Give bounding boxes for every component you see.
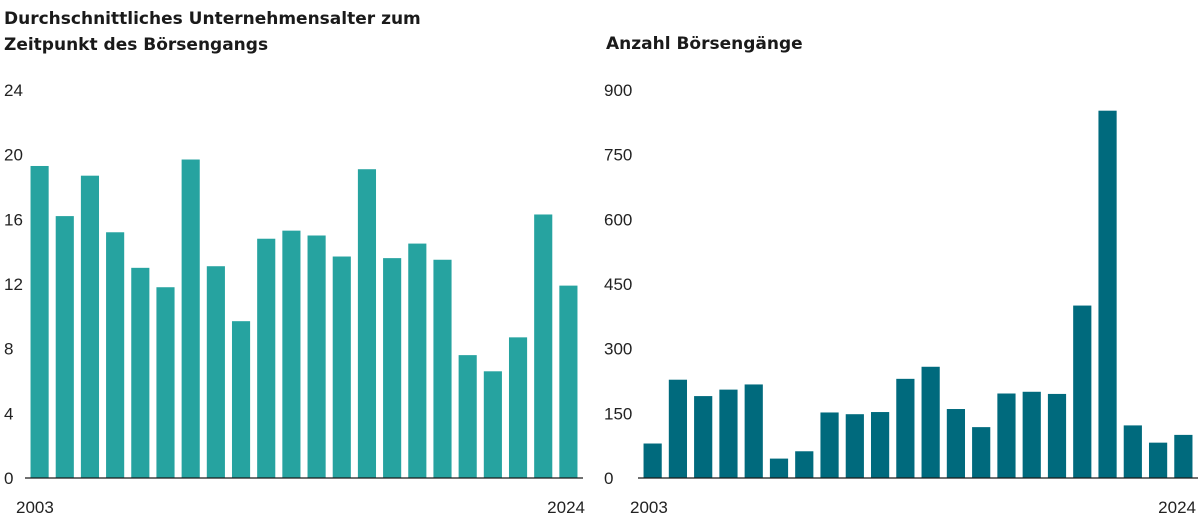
- age-y-tick-label: 0: [4, 469, 13, 488]
- chart-left-title: Durchschnittliches Unternehmensalter zum…: [4, 6, 421, 58]
- age-bar: [231, 321, 251, 478]
- ipo-y-tick-label: 900: [604, 81, 632, 100]
- ipo-bar: [1047, 393, 1067, 478]
- age-y-tick-label: 16: [4, 210, 23, 229]
- age-bar: [307, 235, 326, 478]
- age-bar: [483, 371, 502, 478]
- chart-right-title: Anzahl Börsengänge: [606, 34, 803, 54]
- age-bar: [55, 216, 74, 478]
- age-bar: [106, 232, 125, 478]
- age-bar: [282, 230, 301, 478]
- age-bar: [332, 256, 351, 478]
- ipo-bar: [1148, 442, 1168, 478]
- age-y-tick-label: 4: [4, 404, 13, 423]
- ipo-y-tick-label: 750: [604, 146, 632, 165]
- ipo-bar: [769, 458, 789, 478]
- age-y-tick-label: 8: [4, 340, 13, 359]
- ipo-bar: [668, 379, 688, 478]
- age-bar: [433, 259, 452, 478]
- ipo-y-tick-label: 0: [604, 469, 613, 488]
- ipo-bar: [870, 412, 890, 478]
- chart-right-ipo-count: 0 150 300 450 600 750 900 2003 2024: [604, 81, 1198, 517]
- age-bar: [508, 337, 528, 478]
- ipo-bar: [795, 451, 814, 478]
- ipo-bar: [1022, 391, 1041, 478]
- age-bar: [408, 243, 427, 478]
- age-bar: [30, 165, 49, 479]
- ipo-bar: [820, 412, 839, 478]
- age-bar: [534, 214, 553, 479]
- age-y-tick-label: 12: [4, 275, 23, 294]
- ipo-y-tick-label: 450: [604, 275, 632, 294]
- age-bar: [181, 159, 200, 478]
- ipo-bar: [694, 396, 713, 478]
- ipo-bar: [1174, 434, 1193, 478]
- ipo-bar: [896, 378, 915, 478]
- ipo-bar: [921, 366, 940, 478]
- age-x-tick-label-last: 2024: [547, 498, 585, 517]
- ipo-bar: [744, 384, 763, 478]
- age-bar: [559, 285, 578, 478]
- ipo-bar: [1073, 305, 1092, 478]
- age-bar: [357, 169, 377, 478]
- ipo-bar: [845, 414, 864, 478]
- age-bar: [206, 266, 225, 478]
- chart-left-title-line-1: Durchschnittliches Unternehmensalter zum: [4, 9, 421, 29]
- age-bar: [383, 258, 402, 478]
- age-y-tick-label: 24: [4, 81, 23, 100]
- ipo-x-tick-label-last: 2024: [1158, 498, 1196, 517]
- ipo-bar: [1098, 110, 1117, 478]
- ipo-y-tick-label: 600: [604, 210, 632, 229]
- chart-left-title-line-2: Zeitpunkt des Börsengangs: [4, 35, 269, 55]
- ipo-bar: [946, 409, 966, 478]
- ipo-bar: [719, 389, 738, 478]
- ipo-y-tick-label: 300: [604, 340, 632, 359]
- age-bar: [80, 175, 100, 478]
- ipo-x-tick-label-first: 2003: [630, 498, 668, 517]
- ipo-bar: [997, 393, 1016, 478]
- age-bar: [257, 238, 276, 478]
- age-y-tick-label: 20: [4, 146, 23, 165]
- age-bar: [458, 355, 477, 478]
- age-x-tick-label-first: 2003: [16, 498, 54, 517]
- ipo-bar: [1123, 425, 1142, 478]
- ipo-bar: [972, 427, 991, 478]
- age-bar: [131, 267, 150, 478]
- ipo-bar: [643, 443, 662, 478]
- ipo-y-tick-label: 150: [604, 404, 632, 423]
- age-bar: [156, 287, 175, 478]
